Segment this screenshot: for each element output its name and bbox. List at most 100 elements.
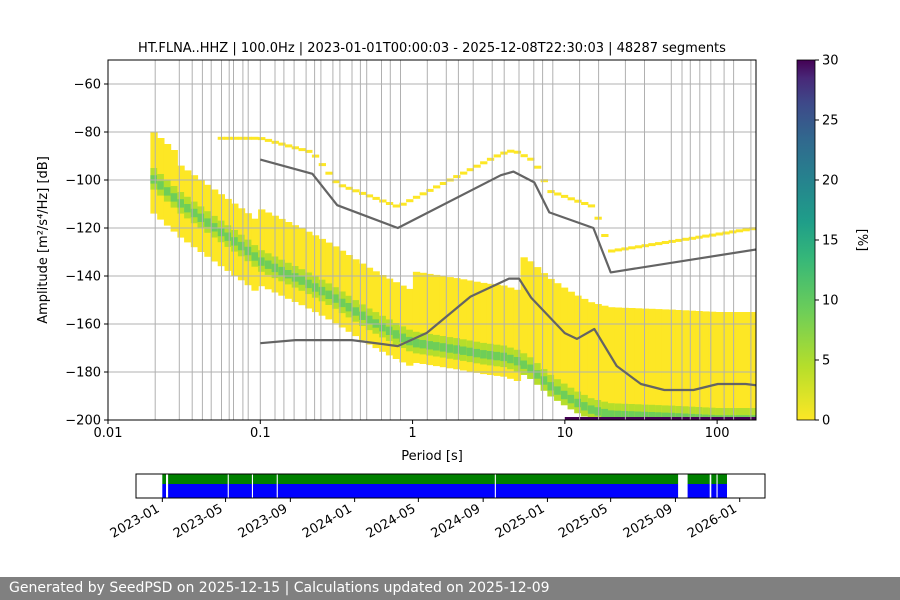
pdf-outlier-cell [554,192,562,196]
chart-title: HT.FLNA..HHZ | 100.0Hz | 2023-01-01T00:0… [138,41,726,56]
pdf-mid-cell [688,406,696,420]
pdf-mid-cell [702,407,710,420]
timeline-tick-label: 2025-05 [556,501,611,541]
pdf-body-cell [460,279,468,371]
pdf-mode-cell [291,273,299,282]
pdf-mid-cell [722,408,730,420]
colorbar-tick-label: 25 [822,114,839,129]
pdf-body-cell [338,250,347,328]
pdf-mode-cell [332,294,340,303]
pdf-body-cell [480,282,488,375]
pdf-body-cell [668,309,676,420]
pdf-body-cell [695,311,703,420]
pdf-outlier-cell [527,157,535,161]
pdf-outlier-cell [359,191,367,195]
pdf-outlier-cell [352,189,360,193]
noise-model-curves [260,158,756,392]
pdf-mode-cell [157,181,165,190]
pdf-outlier-cell [305,149,313,153]
timeline-bars [162,474,728,498]
pdf-outlier-cell [285,144,293,148]
pdf-outlier-cell [473,164,481,168]
pdf-outlier-cell [574,199,582,203]
pdf-mode-cell [385,326,394,335]
pdf-outlier-cell [540,179,548,183]
x-axis-ticks: 0.01 0.1 1 10 100 [94,420,730,441]
y-tick-label: −200 [65,414,101,429]
pdf-outlier-cell [520,154,528,158]
pdf-mid-cell [695,407,703,420]
pdf-outlier-cell [695,235,703,239]
pdf-body-cell [735,312,744,420]
pdf-outlier-cell [729,230,737,234]
y-tick-label: −140 [65,270,101,285]
pdf-body-cell [258,209,266,287]
footer-text: Generated by SeedPSD on 2025-12-15 | Cal… [9,580,550,596]
pdf-body-cell [614,307,622,420]
pdf-mode-cell [379,323,387,332]
pdf-body-cell [520,257,528,375]
colorbar-tick-label: 10 [822,294,839,309]
pdf-outlier-cell [682,237,690,241]
pdf-body-cell [648,308,656,420]
colorbar-gradient [796,59,816,421]
pdf-outlier-cell [641,244,649,248]
pdf-mode-cell [318,286,326,296]
y-axis-ticks: −200 −180 −160 −140 −120 −100 −80 −60 [65,78,108,429]
pdf-body-cell [661,309,670,420]
pdf-body-cell [473,281,481,373]
pdf-mode-cell [587,405,596,414]
pdf-mid-cell [715,408,723,420]
pdf-mode-cell [426,341,434,350]
pdf-outlier-cell [708,233,717,237]
pdf-body-cell [298,228,306,306]
pdf-body-cell [372,271,380,349]
pdf-outlier-cell [453,175,461,179]
pdf-mode-cell [190,208,199,218]
pdf-outlier-cell [735,229,744,233]
pdf-outlier-cell [237,136,246,140]
pdf-outlier-cell [534,165,542,169]
pdf-mode-cell [560,390,569,400]
pdf-body-cell [486,283,495,375]
pdf-mode-cell [682,413,690,420]
pdf-outlier-cell [224,136,232,140]
pdf-body-cell [359,263,367,341]
pdf-mode-cell [345,303,353,312]
pdf-outlier-cell [614,248,622,252]
pdf-body-cell [601,305,609,420]
colorbar: 0 5 10 15 20 25 30 [%] [796,54,869,429]
pdf-mode-cell [150,175,158,184]
pdf-body-cell [325,242,333,320]
pdf-outlier-cell [742,228,750,232]
pdf-outlier-cell [688,236,696,240]
pdf-mode-cell [466,347,474,357]
pdf-mode-cell [601,408,609,418]
pdf-outlier-cell [655,242,663,246]
pdf-body-cell [628,308,636,420]
pdf-mode-cell [264,260,273,269]
timeline-tick-label: 2024-05 [364,501,419,541]
pdf-outlier-cell [278,142,286,146]
pdf-mode-cell [668,412,676,420]
pdf-body-cell [352,259,360,337]
pdf-outlier-cell [702,234,710,238]
pdf-body-cell [379,275,387,352]
pdf-mode-cell [527,364,535,373]
pdf-body-cell [385,278,394,356]
pdf-mode-cell [608,410,616,419]
pdf-mode-cell [412,339,421,348]
pdf-mode-cell [338,298,347,308]
timeline-tick-label: 2023-09 [236,501,291,541]
plot-area: 0.01 0.1 1 10 100 −200 −180 −160 −140 −120 −100 −8… [65,59,757,441]
pdf-outlier-cell [715,232,723,236]
pdf-outlier-cell [547,190,555,194]
timeline-gap [709,474,712,498]
pdf-body-cell [507,287,515,379]
pdf-mode-cell [352,307,360,316]
pdf-body-cell [608,307,616,420]
pdf-body-cell [285,222,293,299]
pdf-body-cell [534,267,542,385]
nlnm-curve [260,277,756,392]
pdf-outlier-cell [439,182,448,185]
